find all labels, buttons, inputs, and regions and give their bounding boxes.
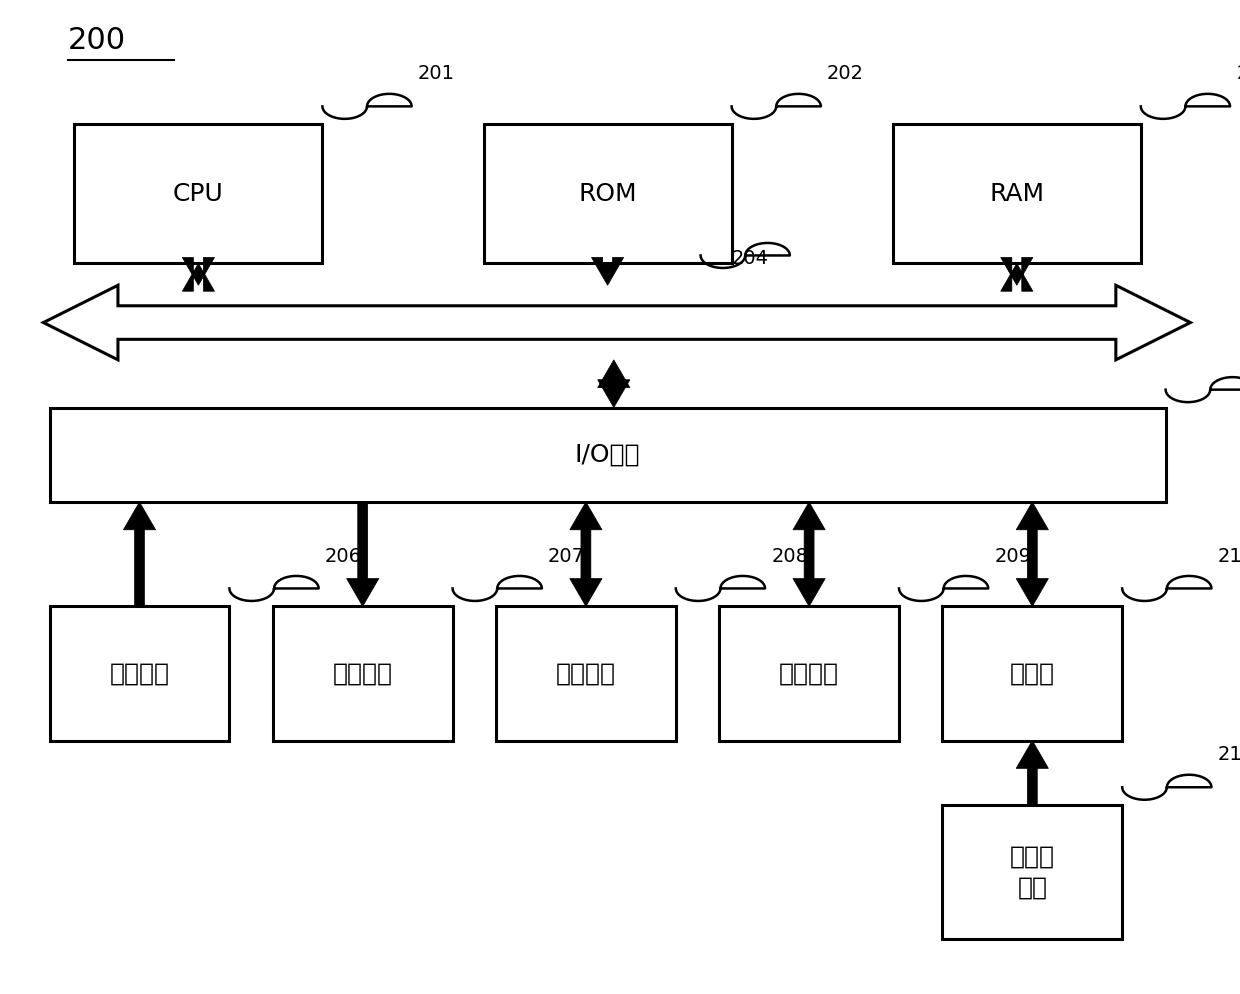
- Bar: [893, 124, 1141, 263]
- Text: I/O接口: I/O接口: [575, 442, 640, 467]
- Polygon shape: [1017, 741, 1049, 805]
- Polygon shape: [569, 502, 603, 606]
- Text: 可拆卸
介质: 可拆卸 介质: [1009, 845, 1055, 900]
- Text: ROM: ROM: [578, 182, 637, 206]
- Bar: [496, 606, 676, 741]
- Bar: [50, 408, 1166, 502]
- Bar: [273, 606, 453, 741]
- Text: 209: 209: [994, 547, 1032, 566]
- Text: 204: 204: [732, 249, 769, 268]
- Text: 206: 206: [325, 547, 362, 566]
- Bar: [719, 606, 899, 741]
- Polygon shape: [43, 285, 1190, 360]
- Text: 201: 201: [418, 65, 455, 83]
- Polygon shape: [591, 257, 624, 285]
- Text: 211: 211: [1218, 746, 1240, 764]
- Text: 驱动器: 驱动器: [1009, 661, 1055, 686]
- Text: 通信部分: 通信部分: [779, 661, 839, 686]
- Polygon shape: [794, 502, 826, 606]
- Text: 输入部分: 输入部分: [109, 661, 170, 686]
- Text: CPU: CPU: [174, 182, 223, 206]
- Bar: [50, 606, 229, 741]
- Polygon shape: [1017, 502, 1049, 606]
- Text: RAM: RAM: [990, 182, 1044, 206]
- Text: 输出部分: 输出部分: [332, 661, 393, 686]
- Bar: [942, 606, 1122, 741]
- Bar: [942, 805, 1122, 939]
- Text: 210: 210: [1218, 547, 1240, 566]
- Polygon shape: [346, 502, 379, 606]
- Text: 202: 202: [827, 65, 864, 83]
- Polygon shape: [1001, 257, 1033, 291]
- Bar: [484, 124, 732, 263]
- Text: 207: 207: [548, 547, 585, 566]
- Text: 208: 208: [771, 547, 808, 566]
- Bar: [74, 124, 322, 263]
- Polygon shape: [598, 360, 630, 408]
- Polygon shape: [182, 257, 215, 291]
- Text: 200: 200: [68, 26, 126, 55]
- Text: 203: 203: [1236, 65, 1240, 83]
- Text: 储存部分: 储存部分: [556, 661, 616, 686]
- Polygon shape: [124, 502, 156, 606]
